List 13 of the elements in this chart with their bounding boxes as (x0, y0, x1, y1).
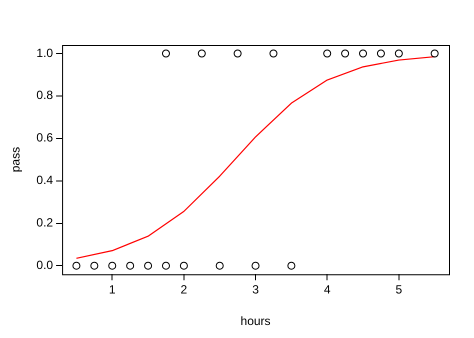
y-tick-label: 0.6 (36, 130, 54, 145)
y-tick-label: 0.2 (36, 216, 54, 230)
y-tick-label: 0.4 (36, 173, 54, 188)
x-axis-title: hours (240, 314, 271, 328)
y-axis-title: pass (8, 146, 23, 172)
x-tick-label: 1 (108, 282, 116, 297)
x-tick-label: 4 (324, 282, 331, 297)
y-tick-label: 0.8 (36, 88, 54, 102)
x-tick-label: 2 (180, 282, 188, 297)
x-tick-label: 3 (252, 282, 260, 297)
x-tick-label: 5 (396, 282, 402, 297)
y-tick-label: 0.0 (36, 258, 54, 272)
y-tick-label: 1.0 (36, 46, 54, 60)
